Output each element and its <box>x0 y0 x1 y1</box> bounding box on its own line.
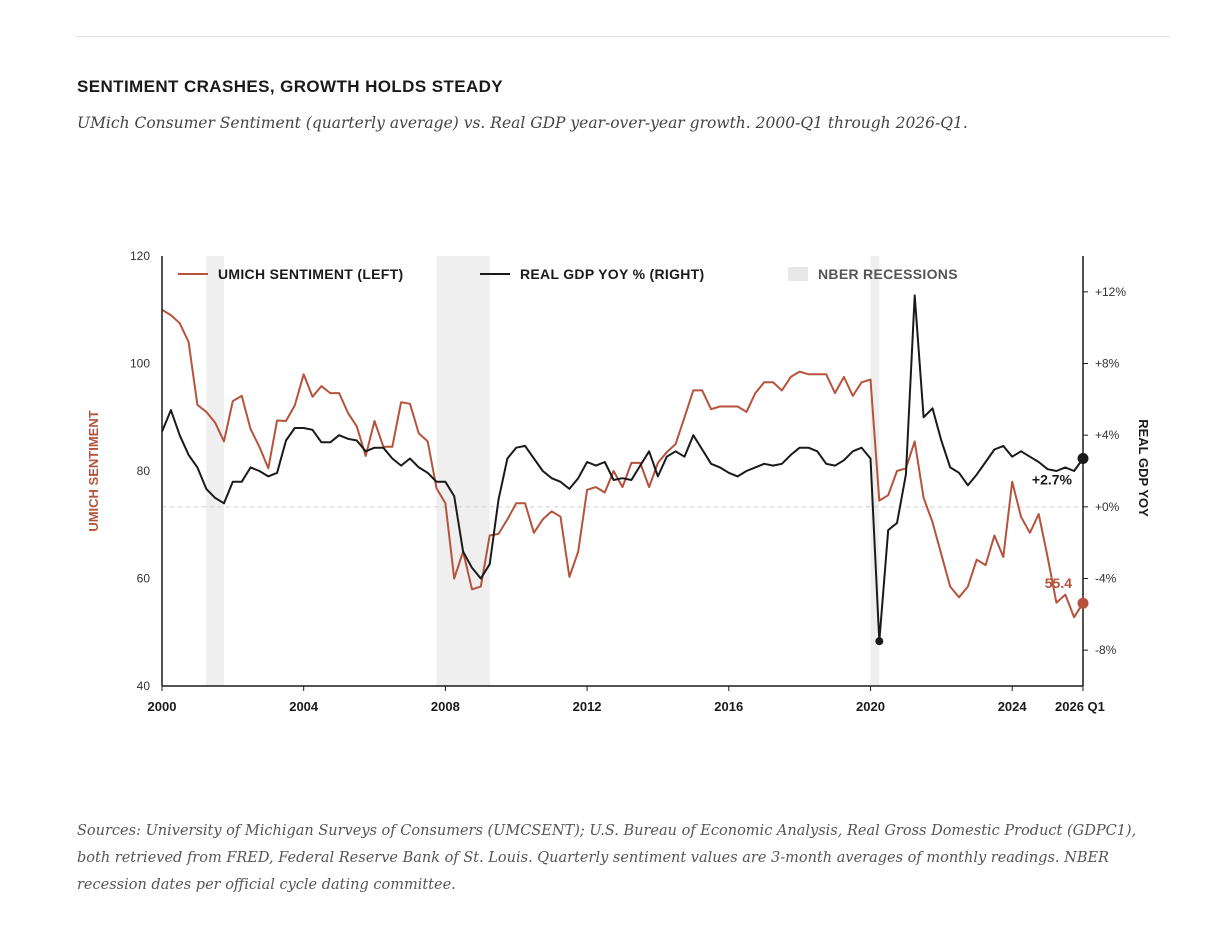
endpoint-label: +2.7% <box>1032 471 1073 487</box>
right-axis-title: REAL GDP YOY <box>1136 419 1151 517</box>
sentiment-line <box>161 308 1084 619</box>
dual-axis-line-chart: 40 60 80 100 120 +12% +8% +4% +0% -4% -8% 2000 2004 2… <box>86 249 1151 714</box>
right-tick-label: +12% <box>1095 285 1126 299</box>
chart-subtitle: UMich Consumer Sentiment (quarterly aver… <box>77 114 968 132</box>
left-tick-label: 60 <box>137 572 151 586</box>
recession-band <box>870 256 880 686</box>
source-note: Sources: University of Michigan Surveys … <box>77 823 1137 893</box>
top-divider <box>76 36 1170 37</box>
x-tick-label: 2000 <box>148 699 177 714</box>
endpoint-marker <box>1077 452 1089 464</box>
x-tick-label: 2020 <box>856 699 885 714</box>
endpoint-label: 55.4 <box>1045 575 1072 591</box>
right-tick-label: +4% <box>1095 428 1120 442</box>
right-tick-label: +8% <box>1095 357 1120 371</box>
left-axis-title: UMICH SENTIMENT <box>86 410 101 531</box>
left-tick-label: 100 <box>130 357 150 371</box>
x-tick-label: 2008 <box>431 699 460 714</box>
left-tick-label: 40 <box>137 679 151 693</box>
x-tick-label: 2012 <box>573 699 602 714</box>
left-tick-label: 120 <box>130 249 150 263</box>
legend-label: REAL GDP YOY % (RIGHT) <box>520 266 705 282</box>
x-tick-label: 2004 <box>289 699 319 714</box>
legend-label: UMICH SENTIMENT (LEFT) <box>218 266 403 282</box>
recession-bands <box>206 256 880 686</box>
right-tick-label: -4% <box>1095 572 1117 586</box>
x-tick-label: 2016 <box>714 699 743 714</box>
recession-band <box>436 256 490 686</box>
endpoint-marker <box>875 637 884 646</box>
axes: 40 60 80 100 120 +12% +8% +4% +0% -4% -8% 2000 2004 2… <box>86 249 1151 714</box>
chart-title: SENTIMENT CRASHES, GROWTH HOLDS STEADY <box>77 77 504 96</box>
left-tick-label: 80 <box>137 464 151 478</box>
x-tick-label: 2026 Q1 <box>1055 699 1105 714</box>
legend-label: NBER RECESSIONS <box>818 266 958 282</box>
right-tick-label: -8% <box>1095 643 1117 657</box>
endpoint-marker <box>1077 597 1089 609</box>
x-tick-label: 2024 <box>998 699 1028 714</box>
legend: UMICH SENTIMENT (LEFT) REAL GDP YOY % (RI… <box>178 266 958 282</box>
gdp-line <box>161 294 1084 643</box>
legend-swatch <box>788 267 808 281</box>
series-lines <box>161 294 1084 643</box>
right-tick-label: +0% <box>1095 500 1120 514</box>
recession-band <box>206 256 224 686</box>
annotations: 55.4 +2.7% <box>875 452 1089 646</box>
